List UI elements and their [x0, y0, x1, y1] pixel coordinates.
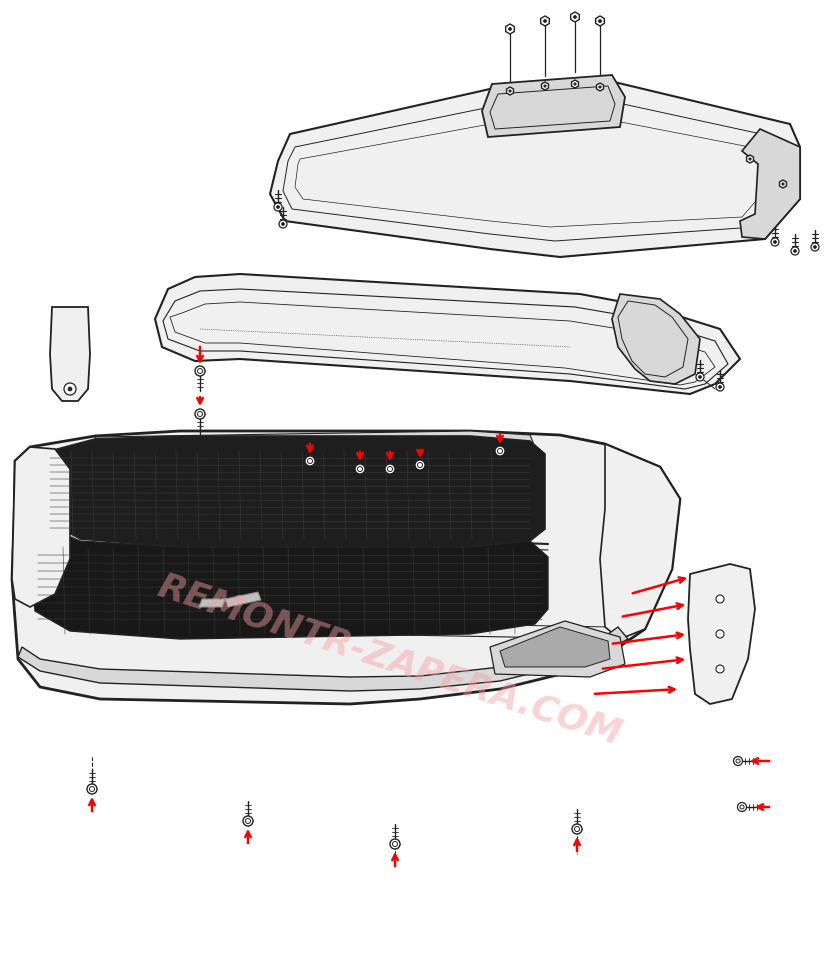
- Circle shape: [716, 665, 724, 673]
- Circle shape: [508, 28, 512, 31]
- Polygon shape: [596, 84, 603, 92]
- Circle shape: [243, 816, 253, 827]
- Polygon shape: [500, 627, 610, 667]
- Polygon shape: [225, 592, 261, 608]
- Circle shape: [543, 86, 546, 88]
- Circle shape: [738, 803, 747, 812]
- Circle shape: [599, 87, 601, 89]
- Polygon shape: [199, 599, 225, 608]
- Circle shape: [572, 825, 582, 834]
- Circle shape: [305, 456, 315, 467]
- Polygon shape: [542, 83, 549, 91]
- Polygon shape: [688, 565, 755, 704]
- Circle shape: [696, 373, 704, 382]
- Circle shape: [598, 21, 601, 23]
- Circle shape: [279, 221, 287, 229]
- Circle shape: [195, 409, 205, 419]
- Circle shape: [87, 785, 97, 794]
- Circle shape: [733, 757, 743, 766]
- Polygon shape: [506, 25, 514, 35]
- Polygon shape: [50, 308, 90, 402]
- Polygon shape: [740, 130, 800, 239]
- Circle shape: [774, 241, 776, 244]
- Circle shape: [276, 206, 280, 209]
- Circle shape: [68, 388, 72, 392]
- Circle shape: [716, 595, 724, 604]
- Circle shape: [195, 366, 205, 376]
- Circle shape: [716, 630, 724, 638]
- Circle shape: [771, 238, 779, 247]
- Polygon shape: [600, 445, 680, 639]
- Polygon shape: [747, 156, 753, 164]
- Polygon shape: [490, 621, 625, 677]
- Circle shape: [813, 246, 816, 249]
- Polygon shape: [95, 432, 535, 449]
- Polygon shape: [596, 17, 604, 27]
- Polygon shape: [570, 13, 580, 23]
- Circle shape: [390, 839, 400, 849]
- Polygon shape: [507, 88, 513, 96]
- Polygon shape: [12, 432, 680, 704]
- Polygon shape: [541, 17, 549, 27]
- Circle shape: [495, 446, 505, 456]
- Polygon shape: [32, 525, 548, 639]
- Circle shape: [281, 224, 285, 227]
- Polygon shape: [270, 82, 800, 258]
- Polygon shape: [612, 295, 700, 385]
- Polygon shape: [12, 447, 70, 608]
- Circle shape: [509, 91, 512, 93]
- Circle shape: [64, 384, 76, 396]
- Circle shape: [699, 376, 701, 379]
- Circle shape: [385, 464, 395, 475]
- Polygon shape: [155, 275, 740, 395]
- Circle shape: [718, 386, 722, 389]
- Text: REMONTR-ZAPERA.COM: REMONTR-ZAPERA.COM: [154, 569, 627, 750]
- Polygon shape: [571, 81, 579, 89]
- Circle shape: [355, 464, 365, 475]
- Circle shape: [274, 204, 282, 212]
- Circle shape: [574, 84, 576, 86]
- Circle shape: [543, 21, 547, 23]
- Circle shape: [574, 17, 576, 20]
- Circle shape: [716, 384, 724, 392]
- Polygon shape: [482, 76, 625, 138]
- Circle shape: [811, 243, 819, 252]
- Circle shape: [748, 158, 751, 161]
- Circle shape: [791, 248, 799, 256]
- Circle shape: [415, 460, 425, 471]
- Circle shape: [782, 184, 785, 186]
- Polygon shape: [18, 627, 628, 692]
- Polygon shape: [40, 437, 545, 547]
- Polygon shape: [780, 181, 786, 189]
- Circle shape: [794, 250, 796, 253]
